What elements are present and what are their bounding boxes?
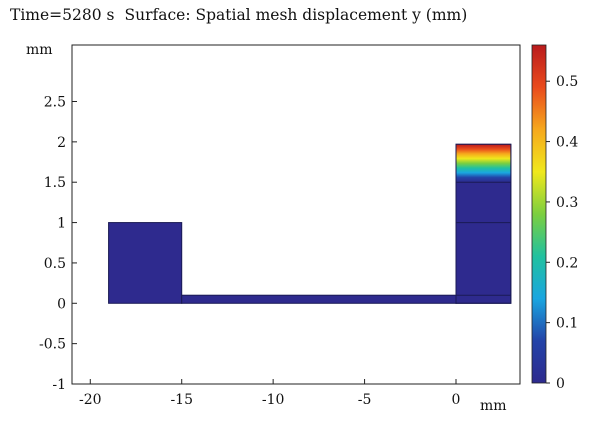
x-tick-label: -20 (79, 392, 102, 408)
x-tick-label: -10 (262, 392, 285, 408)
y-axis-unit: mm (26, 42, 53, 58)
y-tick-label: 2 (57, 135, 66, 151)
y-tick-label: -1 (52, 377, 66, 393)
domains (108, 143, 512, 304)
right-block-outline (455, 143, 512, 304)
colorbar-tick-label: 0 (556, 376, 565, 392)
channel (181, 294, 457, 304)
axes: -20 -15 -10 -5 0 -1 -0.5 0 0.5 1 1.5 2 2.5 (39, 95, 460, 409)
x-axis-unit: mm (480, 398, 507, 414)
chart-title: Time=5280 s Surface: Spatial mesh displac… (10, 6, 467, 24)
x-tick-label: -15 (170, 392, 193, 408)
left-block (108, 222, 183, 304)
y-tick-label: 0 (57, 296, 66, 312)
colorbar-tick-label: 0.2 (556, 255, 578, 271)
y-tick-label: 2.5 (44, 95, 66, 111)
colorbar-ticks: 0 0.1 0.2 0.3 0.4 0.5 (546, 74, 578, 392)
x-tick-label: -5 (358, 392, 372, 408)
time-label: Time=5280 s (10, 6, 115, 24)
colorbar (531, 44, 547, 384)
colorbar-tick-label: 0.4 (556, 135, 578, 151)
colorbar-tick-label: 0.1 (556, 316, 578, 332)
y-tick-label: 1 (57, 216, 66, 232)
y-tick-label: 1.5 (44, 175, 66, 191)
colorbar-tick-label: 0.5 (556, 74, 578, 90)
displacement-gradient (456, 144, 511, 183)
colorbar-tick-label: 0.3 (556, 195, 578, 211)
x-tick-label: 0 (452, 392, 461, 408)
y-tick-label: 0.5 (44, 256, 66, 272)
surface-label: Surface: Spatial mesh displacement y (mm… (124, 6, 468, 24)
y-tick-label: -0.5 (39, 337, 66, 353)
plot-frame (71, 44, 521, 385)
